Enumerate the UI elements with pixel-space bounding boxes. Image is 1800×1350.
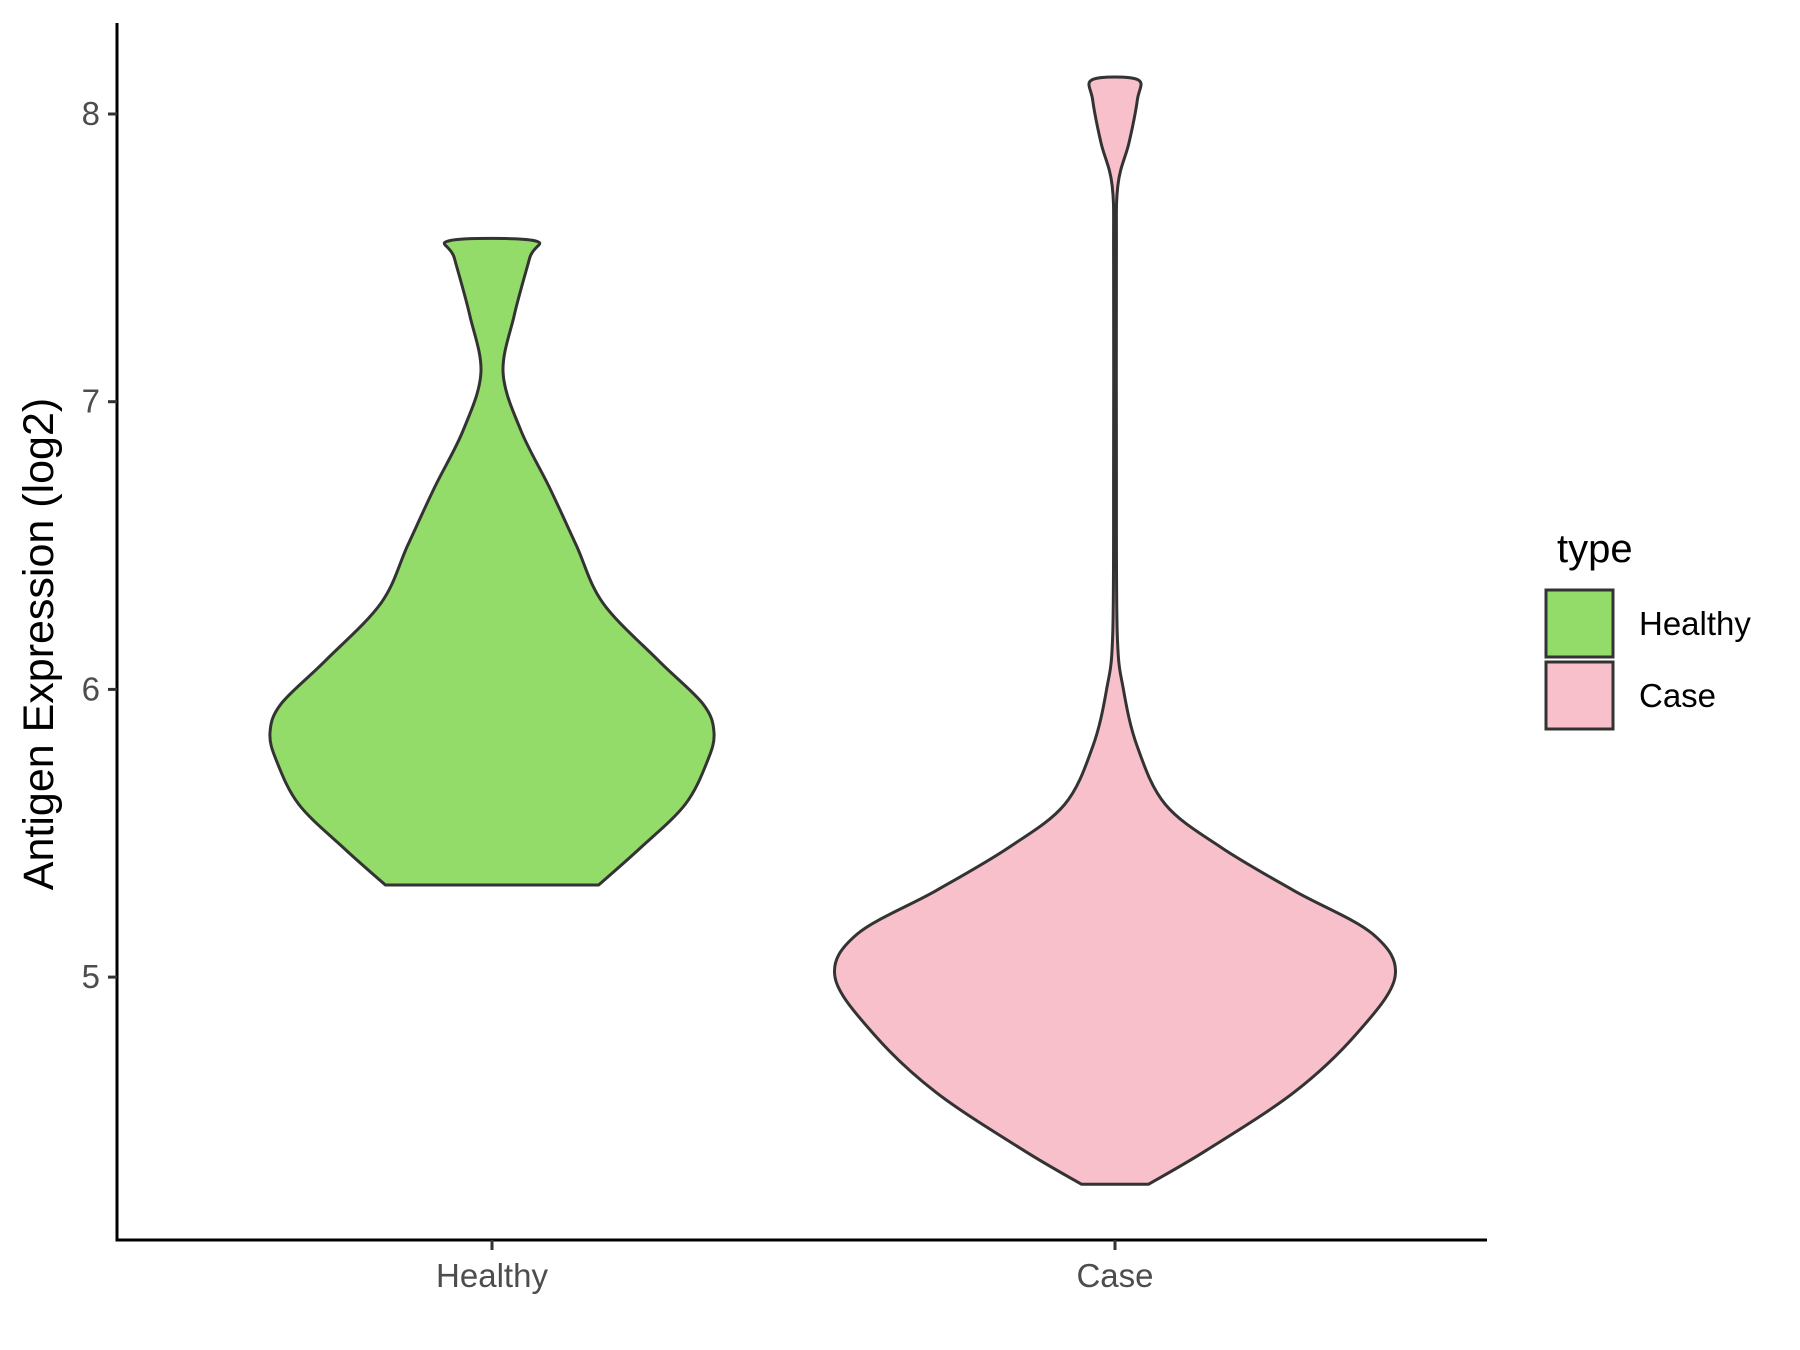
x-axis-ticks: Healthy Case [436, 1240, 1154, 1294]
legend-key-case [1544, 660, 1615, 731]
legend: type Healthy Case [1544, 527, 1751, 731]
y-tick-label: 7 [82, 383, 100, 420]
violin-layer [268, 75, 1398, 1186]
x-tick-label: Healthy [436, 1257, 548, 1294]
y-axis-ticks: 5 6 7 8 [82, 95, 117, 995]
violin-case [832, 75, 1398, 1186]
y-tick-label: 8 [82, 95, 100, 132]
y-axis-title: Antigen Expression (log2) [15, 398, 63, 890]
y-tick-label: 5 [82, 958, 100, 995]
y-tick-label: 6 [82, 670, 100, 707]
violin-healthy [268, 236, 716, 887]
legend-label-case: Case [1639, 677, 1716, 714]
legend-title: type [1557, 527, 1633, 571]
legend-key-healthy [1544, 588, 1615, 659]
legend-label-healthy: Healthy [1639, 605, 1751, 642]
x-tick-label: Case [1076, 1257, 1153, 1294]
